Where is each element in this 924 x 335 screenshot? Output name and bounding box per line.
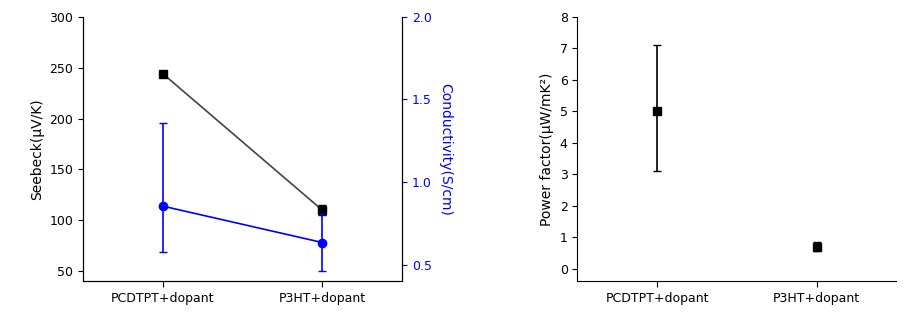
Y-axis label: Seebeck(μV/K): Seebeck(μV/K) (30, 98, 44, 200)
Y-axis label: Conductivity(S/cm): Conductivity(S/cm) (439, 83, 453, 215)
Y-axis label: Power factor(μW/mK²): Power factor(μW/mK²) (541, 72, 554, 226)
